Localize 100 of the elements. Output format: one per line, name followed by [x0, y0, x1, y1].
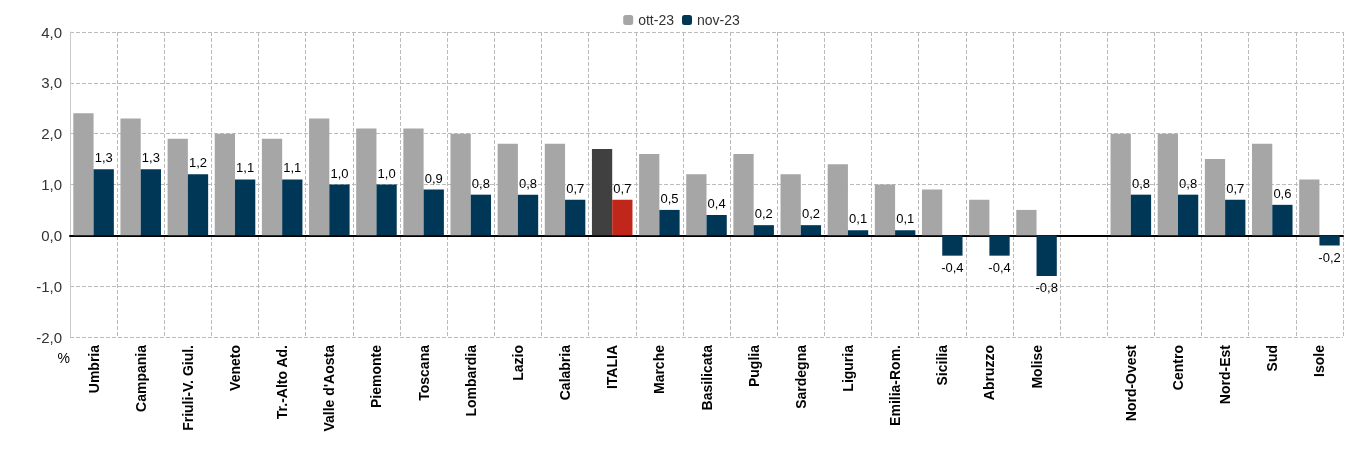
x-tick-label: Abruzzo [981, 345, 998, 401]
bar [706, 215, 727, 236]
y-axis-title: % [57, 350, 70, 366]
bar [214, 133, 236, 236]
data-label: 0,6 [1273, 185, 1292, 201]
bar [423, 189, 444, 236]
bar [1130, 194, 1152, 236]
bar [942, 235, 963, 256]
data-label: -0,4 [988, 259, 1011, 275]
x-tick-label: Umbria [85, 344, 102, 394]
x-tick-label: Lazio [509, 345, 526, 381]
x-tick-label: Valle d'Aosta [321, 344, 338, 432]
bar [895, 230, 916, 236]
bar [329, 184, 350, 236]
bar [544, 143, 566, 236]
data-label: 0,1 [896, 211, 915, 227]
x-tick-label: Calabria [557, 344, 574, 401]
bar [591, 148, 613, 236]
data-label: 1,1 [236, 160, 255, 176]
data-label: 1,0 [377, 165, 396, 181]
bar [612, 199, 633, 236]
y-tick-label: 1,0 [41, 176, 62, 193]
bar [847, 230, 869, 236]
bar [1036, 235, 1057, 276]
bar [309, 118, 330, 236]
bar [780, 174, 801, 236]
bar [140, 169, 161, 236]
y-tick-label: 4,0 [41, 23, 62, 41]
bar [733, 154, 754, 236]
data-label: 1,2 [188, 155, 208, 171]
x-tick-label: Centro [1169, 345, 1186, 391]
x-tick-label: ITALIA [604, 345, 621, 390]
x-tick-label: Sud [1264, 345, 1281, 372]
bar [686, 174, 707, 236]
data-label: 0,1 [849, 211, 868, 227]
bar [989, 235, 1010, 256]
x-tick-label: Liguria [839, 344, 856, 392]
y-tick-label: 0,0 [41, 226, 62, 244]
bar [1272, 204, 1293, 236]
bar [187, 174, 209, 236]
data-label: 0,8 [1179, 175, 1198, 191]
bar [167, 138, 188, 236]
data-label: 1,3 [94, 150, 113, 166]
bar [1110, 133, 1131, 236]
data-label: 0,4 [707, 196, 726, 211]
bar [753, 225, 774, 236]
legend-label: ott-23 [638, 12, 675, 28]
x-tick-label: Isole [1311, 344, 1328, 377]
x-tick-label: Basilicata [698, 344, 715, 411]
x-tick-label: Nord-Est [1217, 344, 1234, 405]
x-tick-label: Toscana [415, 344, 432, 401]
x-tick-label: Piemonte [368, 344, 385, 409]
x-tick-label: Molise [1028, 344, 1045, 389]
y-tick-label: 2,0 [41, 125, 62, 143]
bar [827, 164, 848, 236]
bar [1225, 199, 1246, 236]
y-tick-label: -1,0 [36, 277, 62, 295]
bar [470, 194, 492, 236]
x-tick-label: Sicilia [934, 344, 951, 386]
x-tick-label: Puglia [745, 344, 762, 388]
bar [93, 169, 114, 236]
x-tick-label: Emilia-Rom. [887, 345, 904, 426]
y-tick-label: 3,0 [41, 74, 62, 92]
legend-label: nov-23 [697, 12, 741, 28]
data-label: 0,9 [424, 170, 443, 186]
bar [1299, 179, 1320, 236]
bar [969, 199, 990, 236]
data-label: 1,0 [330, 165, 349, 181]
x-tick-label: Nord-Ovest [1122, 344, 1139, 422]
bar [921, 189, 943, 236]
bar [261, 138, 283, 236]
data-label: 1,1 [283, 160, 302, 176]
x-tick-label: Tr.-Alto Ad. [274, 345, 291, 420]
bar [517, 194, 539, 236]
x-tick-label: Lombardia [462, 344, 479, 417]
bar [800, 225, 822, 236]
bar [356, 128, 377, 236]
data-label: 0,8 [519, 175, 538, 191]
bar [376, 184, 397, 236]
bar [450, 133, 471, 236]
bar [73, 113, 94, 236]
data-label: 0,7 [566, 180, 585, 196]
bar [1177, 194, 1199, 236]
data-label: 0,8 [471, 175, 490, 191]
data-label: -0,8 [1035, 280, 1058, 295]
data-label: 0,8 [1131, 175, 1151, 191]
data-label: 0,5 [660, 190, 679, 206]
x-tick-label: Friuli-V. Giul. [179, 345, 196, 431]
x-tick-label: Sardegna [792, 344, 809, 409]
bar [1252, 143, 1273, 236]
data-label: 0,2 [754, 206, 773, 222]
data-label: 0,7 [1226, 180, 1245, 196]
x-tick-label: Campania [132, 344, 149, 412]
bar [639, 154, 660, 236]
data-label: 1,3 [141, 150, 160, 166]
bar [565, 199, 586, 236]
bar [235, 179, 256, 236]
bar [282, 179, 303, 236]
bar [1157, 133, 1178, 236]
y-tick-label: -2,0 [36, 328, 62, 346]
